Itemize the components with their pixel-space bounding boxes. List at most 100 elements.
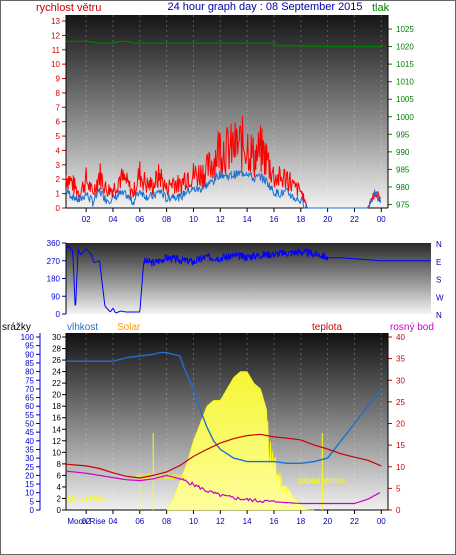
y-left-tick-label: 12: [51, 31, 60, 40]
humidity-tick-label: 18: [52, 402, 61, 411]
y-right-tick-label: 1010: [396, 78, 414, 87]
compass-label: E: [436, 258, 441, 267]
rain-tick-label: 40: [25, 437, 34, 446]
moon-rise-axis-annotation: Moon Rise: [67, 517, 106, 526]
rain-tick-label: 30: [25, 454, 34, 463]
y-left-tick-label: 5: [56, 132, 61, 141]
sunset-annotation: západ slunce: [298, 476, 346, 485]
y-right-tick-label: 1000: [396, 113, 414, 122]
x-tick-label: 18: [296, 215, 305, 224]
y-left-tick-label: 0: [56, 204, 61, 213]
humidity-tick-label: 24: [52, 368, 61, 377]
temperature-series: [65, 433, 382, 479]
wind-average-series: [65, 169, 382, 210]
rain-tick-label: 15: [25, 480, 34, 489]
humidity-label: vlhkost: [67, 322, 98, 333]
y-left-tick-label: 1: [56, 190, 61, 199]
y-left-tick-label: 13: [51, 17, 60, 26]
direction-tick-label: 180: [47, 275, 61, 284]
y-left-tick-label: 2: [56, 175, 61, 184]
y-right-tick-label: 975: [396, 200, 410, 209]
temperature-tick-label: 0: [396, 506, 401, 515]
x-tick-label: 04: [109, 215, 118, 224]
graph-title: 24 hour graph day : 08 September 2015: [167, 1, 362, 13]
temperature-tick-label: 25: [396, 398, 405, 407]
temperature-tick-label: 20: [396, 420, 405, 429]
rain-tick-label: 85: [25, 359, 34, 368]
rain-tick-label: 80: [25, 368, 34, 377]
y-right-tick-label: 1020: [396, 43, 414, 52]
y-right-tick-label: 990: [396, 148, 410, 157]
y-left-tick-label: 11: [52, 46, 61, 55]
wind-pressure-plot-area: [66, 15, 388, 208]
compass-label: N: [436, 240, 442, 249]
rain-tick-label: 95: [25, 342, 34, 351]
direction-series: [65, 245, 432, 314]
rain-tick-label: 65: [25, 394, 34, 403]
direction-plot-area: [66, 243, 431, 314]
rain-tick-label: 75: [25, 376, 34, 385]
rain-label: srážky: [2, 322, 31, 333]
rain-tick-label: 100: [21, 333, 35, 342]
wind-speed-label: rychlost větru: [36, 2, 101, 14]
y-left-tick-label: 7: [56, 103, 61, 112]
compass-label: S: [436, 276, 441, 285]
humidity-tick-label: 16: [52, 414, 61, 423]
x-tick-label: 08: [162, 517, 171, 526]
x-tick-label: 00: [377, 517, 386, 526]
rain-tick-label: 90: [25, 350, 34, 359]
x-tick-label: 10: [189, 215, 198, 224]
humidity-tick-label: 22: [52, 379, 61, 388]
rain-tick-label: 20: [25, 471, 34, 480]
x-tick-label: 02: [82, 517, 91, 526]
humidity-tick-label: 10: [52, 448, 61, 457]
humidity-tick-label: 8: [57, 460, 62, 469]
x-tick-label: 04: [109, 517, 118, 526]
solar-label: Solar: [117, 322, 141, 333]
humidity-tick-label: 26: [52, 356, 61, 365]
y-left-tick-label: 3: [56, 161, 61, 170]
y-left-tick-label: 4: [56, 146, 61, 155]
x-tick-label: 20: [323, 215, 332, 224]
compass-label: W: [436, 293, 444, 302]
wind-pressure-chart: 02 04 06 08 10 12 14 16 18 20 22 000123456789101112…: [51, 15, 414, 224]
humidity-tick-label: 12: [52, 437, 61, 446]
temperature-tick-label: 35: [396, 355, 405, 364]
temperature-label: teplota: [312, 322, 342, 333]
rain-tick-label: 35: [25, 445, 34, 454]
y-right-tick-label: 995: [396, 130, 410, 139]
rain-tick-label: 25: [25, 463, 34, 472]
rain-tick-label: 0: [30, 506, 35, 515]
x-tick-label: 12: [216, 215, 225, 224]
temperature-tick-label: 5: [396, 484, 401, 493]
dewpoint-series: [65, 470, 381, 505]
x-tick-label: 18: [296, 517, 305, 526]
x-tick-label: 12: [216, 517, 225, 526]
solar-series: [166, 371, 315, 511]
direction-tick-label: 360: [47, 239, 61, 248]
humidity-tick-label: 4: [57, 483, 62, 492]
y-left-tick-label: 10: [51, 60, 60, 69]
x-tick-label: 06: [135, 215, 144, 224]
pressure-label: tlak: [372, 2, 390, 14]
humidity-series: [66, 351, 382, 464]
pressure-series: [66, 40, 382, 48]
rain-tick-label: 5: [30, 497, 35, 506]
temperature-tick-label: 30: [396, 376, 405, 385]
direction-tick-label: 270: [47, 257, 61, 266]
rain-tick-label: 55: [25, 411, 34, 420]
y-left-tick-label: 9: [56, 75, 61, 84]
y-left-tick-label: 6: [56, 118, 61, 127]
x-tick-label: 20: [323, 517, 332, 526]
moon-rise-annotation: Moon Rise: [67, 495, 106, 504]
y-right-tick-label: 1015: [396, 60, 414, 69]
temperature-tick-label: 10: [396, 463, 405, 472]
x-tick-label: 16: [270, 517, 279, 526]
humidity-tick-label: 0: [57, 506, 62, 515]
humidity-tick-label: 14: [52, 425, 61, 434]
x-tick-label: 02: [82, 215, 91, 224]
y-left-tick-label: 8: [56, 89, 61, 98]
